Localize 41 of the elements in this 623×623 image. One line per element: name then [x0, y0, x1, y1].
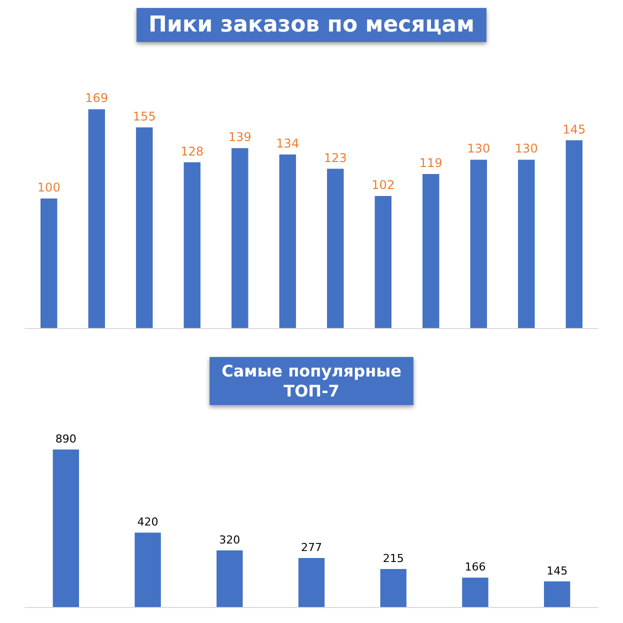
bar	[518, 160, 535, 328]
data-label: 130	[514, 142, 538, 156]
bar	[470, 160, 487, 328]
data-label: 130	[467, 142, 490, 156]
bar	[134, 532, 161, 607]
data-label: 102	[372, 178, 395, 192]
data-label: 139	[228, 130, 252, 144]
data-label: 890	[55, 432, 76, 446]
chart-title: Самые популярные	[222, 362, 402, 380]
chart-title: Пики заказов по месяцам	[148, 12, 474, 38]
data-label: 320	[219, 533, 240, 546]
bar	[422, 174, 440, 328]
data-label: 119	[419, 156, 442, 170]
data-label: 277	[301, 540, 322, 554]
data-label: 145	[546, 564, 568, 578]
bar	[52, 449, 80, 607]
data-label: 100	[37, 180, 60, 195]
bar	[462, 578, 488, 607]
bar	[279, 154, 296, 328]
bar	[566, 140, 582, 328]
bar	[40, 198, 58, 328]
data-label: 420	[137, 516, 158, 529]
chart-subtitle: ТОП-7	[284, 382, 340, 400]
bar	[232, 148, 248, 328]
bar	[298, 558, 325, 607]
bar	[327, 168, 344, 328]
data-label: 155	[132, 109, 156, 124]
data-label: 134	[276, 136, 300, 151]
data-label: 215	[382, 552, 404, 565]
bar	[184, 162, 200, 328]
bar	[136, 127, 153, 328]
data-label: 123	[324, 150, 347, 165]
bar	[216, 550, 243, 607]
bar	[544, 581, 570, 607]
data-label: 145	[562, 122, 586, 136]
bar	[88, 109, 105, 328]
data-label: 166	[464, 560, 486, 574]
data-label: 169	[85, 91, 108, 106]
data-label: 128	[180, 144, 204, 158]
bar	[380, 568, 406, 607]
bar	[374, 196, 392, 328]
